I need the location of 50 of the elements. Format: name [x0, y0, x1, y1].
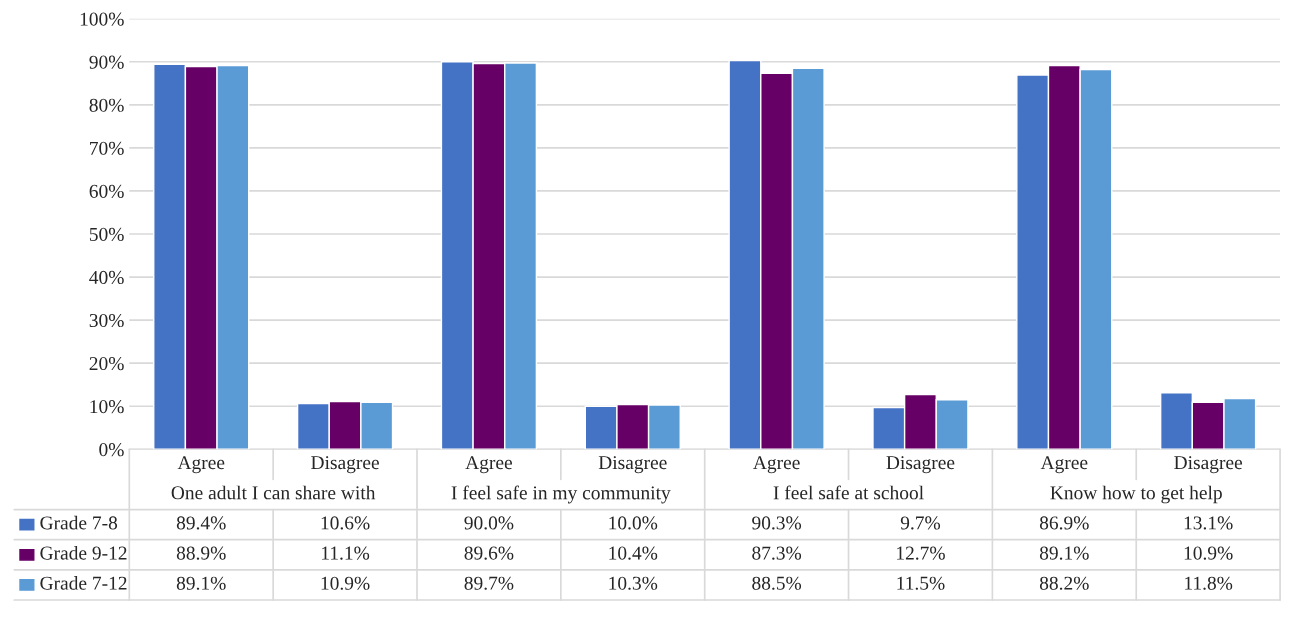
y-tick-label: 60%: [89, 184, 124, 198]
x-tick-label: Agree: [1040, 456, 1088, 474]
x-tick-label: Agree: [753, 456, 800, 474]
x-tick-label: Agree: [465, 456, 512, 474]
text: I feel safe in my community: [451, 485, 671, 504]
y-tick-label: 80%: [89, 98, 124, 112]
data-label: 10.4%: [609, 546, 658, 560]
data-label: 11.8%: [1185, 576, 1233, 590]
x-tick-label: Disagree: [311, 456, 379, 474]
data-label: 89.1%: [176, 576, 226, 590]
data-label: 89.7%: [464, 576, 514, 590]
data-label: 88.9%: [176, 546, 226, 560]
data-label: 10.0%: [609, 516, 658, 530]
y-tick-label: 20%: [89, 356, 124, 371]
y-tick-label: 30%: [89, 313, 124, 328]
y-tick-label: 100%: [80, 12, 124, 26]
data-label: 11.5%: [897, 576, 945, 590]
legend-label: Grade 7-12: [40, 576, 127, 590]
y-tick-label: 0%: [99, 443, 124, 457]
x-tick-label: Disagree: [598, 456, 667, 474]
legend-label: Grade 7-8: [40, 515, 118, 530]
data-label: 9.7%: [900, 516, 941, 530]
y-tick-label: 10%: [90, 400, 124, 414]
data-label: 10.9%: [321, 576, 370, 590]
y-tick-label: 50%: [89, 227, 124, 241]
data-label: 10.6%: [321, 516, 370, 530]
data-label: 89.1%: [1039, 546, 1089, 560]
data-label: 90.3%: [752, 516, 802, 530]
y-tick-label: 90%: [89, 55, 124, 69]
text: One adult I can share with: [171, 485, 376, 500]
data-label: 88.2%: [1039, 576, 1089, 590]
data-label: 87.3%: [752, 546, 802, 560]
data-label: 89.6%: [464, 546, 514, 560]
text: I feel safe at school: [773, 485, 924, 500]
data-label: 10.9%: [1184, 546, 1233, 560]
x-tick-label: Agree: [177, 456, 225, 474]
legend-label: Grade 9-12: [40, 545, 127, 560]
data-label: 90.0%: [464, 516, 514, 530]
data-label: 88.5%: [752, 576, 802, 590]
data-label: 11.1%: [322, 546, 370, 560]
text: Know how to get help: [1050, 485, 1222, 504]
y-tick-label: 40%: [89, 270, 124, 285]
data-label: 12.7%: [897, 546, 945, 560]
data-label: 86.9%: [1039, 516, 1089, 530]
data-label: 10.3%: [609, 576, 658, 590]
data-label: 13.1%: [1184, 516, 1233, 530]
x-tick-label: Disagree: [1174, 456, 1243, 474]
data-label: 89.4%: [176, 516, 226, 530]
x-tick-label: Disagree: [886, 456, 955, 474]
y-tick-label: 70%: [90, 141, 124, 155]
